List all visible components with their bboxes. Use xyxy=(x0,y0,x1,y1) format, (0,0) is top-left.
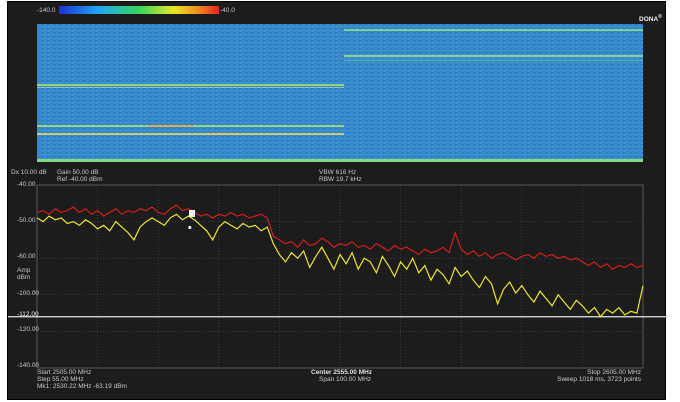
span: Span 100.00 MHz xyxy=(319,376,372,383)
dx-label: Dx 10.00 dB xyxy=(11,169,47,176)
y-axis-unit: Amp xyxy=(17,267,31,274)
gain-label: Gain 50.00 dB xyxy=(57,169,99,176)
analyzer-window: -140.0 -40.0 DONA® Dx 10.00 dB Gain 50.0… xyxy=(7,1,667,400)
waterfall-plot xyxy=(37,24,643,162)
y-tick-label: -100.00 xyxy=(17,290,40,297)
spectrum-grid xyxy=(37,185,643,368)
colorbar-max-label: -40.0 xyxy=(220,7,235,14)
colorbar xyxy=(59,6,219,14)
marker-flag[interactable] xyxy=(189,210,195,217)
brand-mark: ® xyxy=(658,14,662,20)
center-frequency: Center 2555.00 MHz xyxy=(311,369,373,376)
stop-frequency: Stop 2605.00 MHz xyxy=(587,369,641,376)
brand-logo: DONA® xyxy=(639,14,662,23)
live-trace xyxy=(36,213,644,318)
marker-dot xyxy=(188,225,192,230)
sweep-info: Sweep 1018 ms, 3723 points xyxy=(557,376,641,383)
spectrum-display xyxy=(8,6,667,369)
vbw-label: VBW 616 Hz xyxy=(319,169,357,176)
marker-readout: Mk1: 2530.22 MHz -63.19 dBm xyxy=(37,383,127,390)
y-tick-label: -140.00 xyxy=(17,362,40,369)
start-frequency: Start 2505.00 MHz xyxy=(37,369,92,376)
y-axis-unit-sub: dBm xyxy=(17,274,31,281)
ref-level-label: -112.00 xyxy=(17,311,39,318)
ref-label: Ref -40.00 dBm xyxy=(57,176,103,183)
brand-text: DONA xyxy=(639,16,659,24)
y-tick-label: -40.00 xyxy=(17,181,36,188)
marker-1[interactable] xyxy=(188,210,195,230)
y-tick-label: -50.00 xyxy=(17,217,36,224)
colorbar-min-label: -140.0 xyxy=(37,7,56,14)
waterfall-signal-lines xyxy=(37,29,643,162)
y-tick-label: -60.00 xyxy=(17,253,36,260)
rbw-label: RBW 19.7 kHz xyxy=(319,176,362,183)
step-frequency: Step 55.00 MHz xyxy=(37,376,84,383)
max-hold-trace xyxy=(36,204,644,270)
y-tick-label: -120.00 xyxy=(17,326,40,333)
